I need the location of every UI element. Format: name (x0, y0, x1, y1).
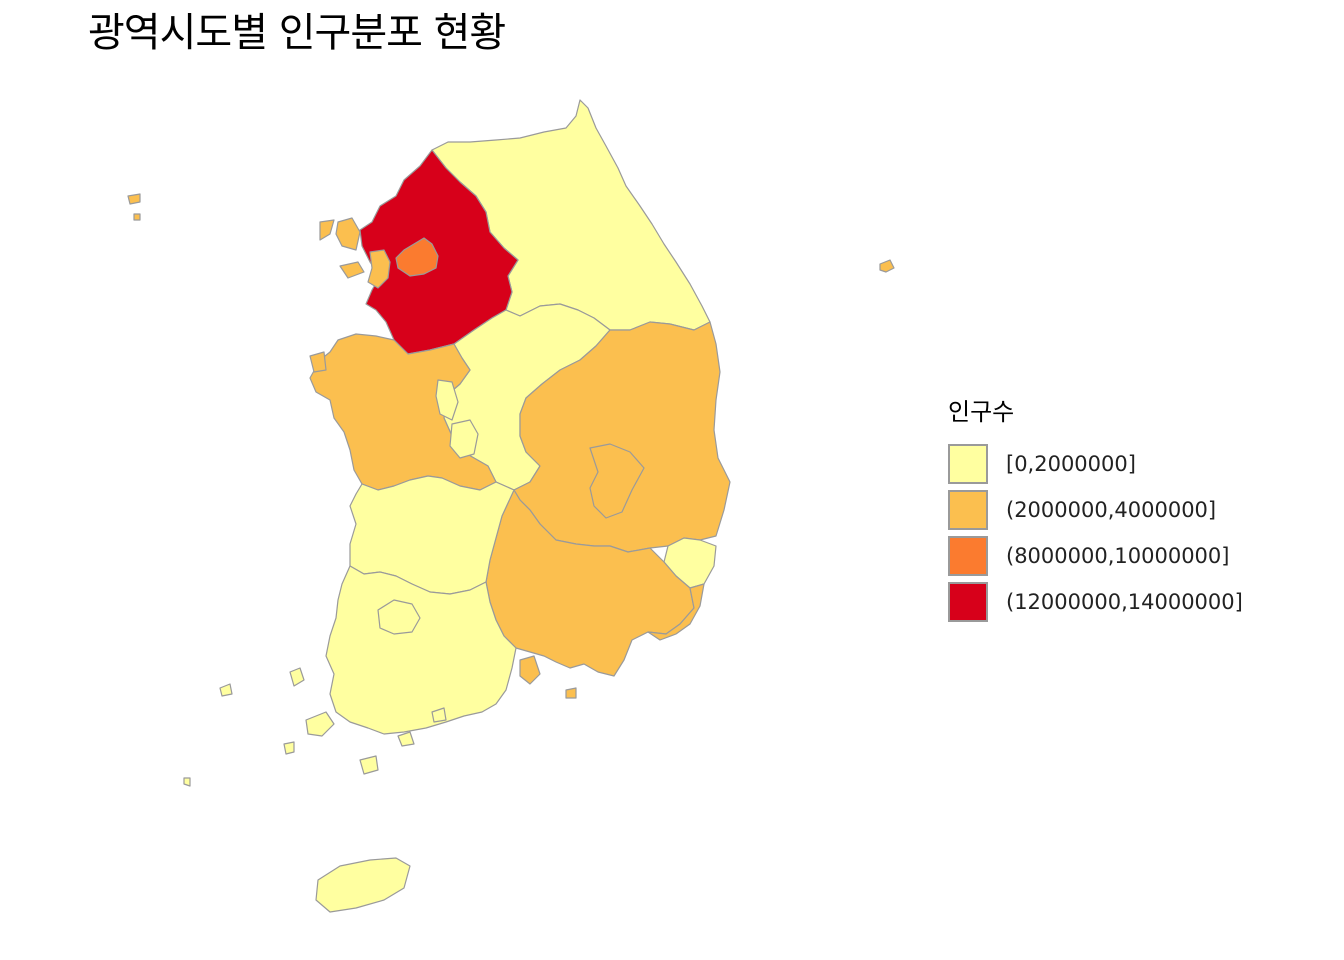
region-daejeon[interactable] (449, 419, 479, 459)
region-ulleungdo[interactable] (879, 259, 895, 273)
region-jeju[interactable] (315, 857, 411, 913)
legend-item: (8000000,10000000] (948, 533, 1243, 579)
region-incheon-island[interactable] (127, 193, 141, 205)
region-jeonnam[interactable] (325, 565, 517, 735)
island (309, 351, 327, 373)
region-incheon-island[interactable] (335, 217, 361, 251)
island (219, 683, 233, 697)
region-incheon-island[interactable] (133, 213, 141, 221)
island (397, 731, 415, 747)
region-seoul[interactable] (395, 237, 439, 277)
legend-label: (12000000,14000000] (1006, 590, 1243, 614)
island (519, 655, 541, 685)
island (431, 707, 447, 723)
region-incheon-island[interactable] (319, 219, 335, 241)
region-incheon[interactable] (367, 249, 391, 289)
region-busan[interactable] (647, 583, 705, 641)
legend-swatch (948, 536, 988, 576)
legend-item: (2000000,4000000] (948, 487, 1243, 533)
region-sejong[interactable] (435, 379, 459, 421)
island (283, 741, 295, 755)
legend-swatch (948, 582, 988, 622)
map-title: 광역시도별 인구분포 현황 (88, 10, 506, 56)
island (289, 667, 305, 687)
legend-item: (12000000,14000000] (948, 579, 1243, 625)
legend-label: (2000000,4000000] (1006, 498, 1217, 522)
legend-title: 인구수 (948, 398, 1015, 426)
island (359, 755, 379, 775)
legend-label: [0,2000000] (1006, 452, 1136, 476)
island (305, 711, 335, 737)
legend-swatch (948, 490, 988, 530)
island (183, 777, 191, 787)
legend-item: [0,2000000] (948, 441, 1243, 487)
legend-swatch (948, 444, 988, 484)
region-daegu[interactable] (589, 443, 645, 519)
legend: 인구수 [0,2000000] (2000000,4000000] (80000… (948, 392, 1243, 625)
region-incheon-island[interactable] (339, 261, 365, 279)
legend-label: (8000000,10000000] (1006, 544, 1230, 568)
island (565, 687, 577, 699)
region-gwangju[interactable] (377, 599, 421, 635)
